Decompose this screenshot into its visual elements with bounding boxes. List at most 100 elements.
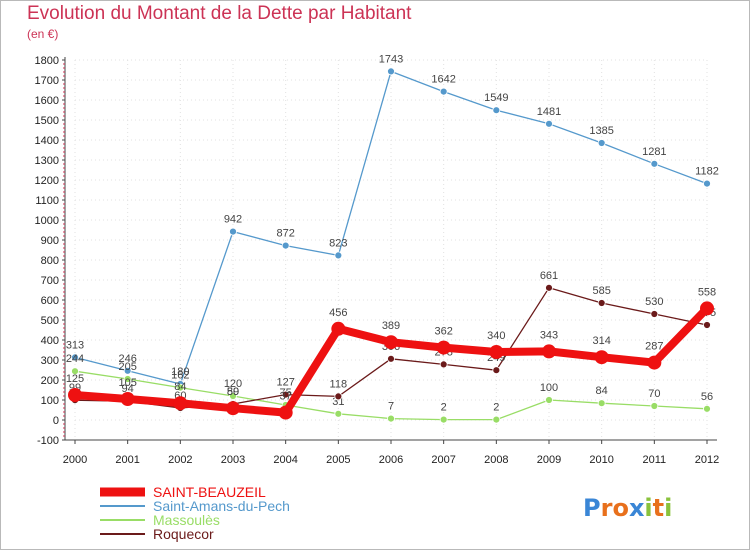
data-label-saint-amans-du-pech: 1743 [379,53,403,65]
y-tick-label: 1200 [35,175,59,187]
data-label-roquecor: 118 [330,378,348,390]
y-tick-label: 0 [53,415,59,427]
data-label-saint-amans-du-pech: 1549 [484,92,508,104]
y-tick-label: 1300 [35,155,59,167]
y-tick-label: 1100 [35,195,59,207]
data-label-massoules: 120 [224,378,242,390]
x-tick-label: 2011 [643,454,667,466]
y-tick-label: 600 [41,295,59,307]
data-label-massoules: 244 [66,353,84,365]
data-label-saint-beauzeil: 340 [487,330,505,342]
y-tick-label: 300 [41,355,59,367]
legend-label-saint-beauzeil: SAINT-BEAUZEIL [153,484,266,500]
data-label-saint-beauzeil: 287 [645,341,663,353]
data-point-saint-beauzeil [489,345,504,359]
legend-label-saint-amans-du-pech: Saint-Amans-du-Pech [153,498,290,514]
data-point-roquecor [703,321,711,329]
x-tick-label: 2008 [484,454,508,466]
data-point-saint-beauzeil [173,396,188,411]
data-point-massoules [71,367,79,376]
x-tick-label: 2005 [326,454,350,466]
data-label-roquecor: 94 [122,383,134,395]
data-label-roquecor: 80 [227,386,239,398]
data-point-saint-beauzeil [68,388,82,402]
data-point-saint-beauzeil [700,301,714,316]
data-point-massoules [334,409,343,418]
data-point-massoules [176,383,185,392]
data-point-saint-amans-du-pech [71,353,79,362]
data-point-saint-beauzeil [436,340,451,355]
logo-letter: P [583,494,601,522]
y-tick-label: 1800 [35,55,59,67]
data-label-saint-amans-du-pech: 180 [171,366,189,378]
x-tick-label: 2000 [63,454,87,466]
data-label-massoules: 7 [388,401,394,413]
chart-title: Evolution du Montant de la Dette par Hab… [27,3,412,24]
data-label-saint-amans-du-pech: 872 [276,228,294,240]
data-label-roquecor: 585 [592,285,610,297]
x-tick-label: 2004 [273,454,297,466]
y-tick-label: 400 [41,335,59,347]
data-label-saint-beauzeil: 37 [280,391,292,403]
data-point-roquecor [334,392,343,401]
data-point-roquecor [597,299,606,307]
data-label-saint-beauzeil: 105 [118,377,136,389]
data-point-roquecor [281,390,290,399]
chart-subtitle: (en €) [27,27,59,41]
data-point-massoules [492,415,501,424]
x-tick-label: 2007 [431,454,455,466]
y-tick-label: 500 [41,315,59,327]
logo-letter: r [601,494,613,522]
x-tick-label: 2002 [168,454,192,466]
x-tick-label: 2001 [115,454,139,466]
y-tick-label: 200 [41,375,59,387]
y-tick-label: 100 [41,395,59,407]
data-label-saint-amans-du-pech: 942 [224,214,242,226]
x-tick-label: 2003 [221,454,245,466]
data-label-massoules: 84 [596,385,608,397]
data-label-saint-beauzeil: 389 [382,320,400,332]
y-tick-label: 1500 [35,115,59,127]
logo-letter: o [612,494,629,522]
data-point-roquecor [439,360,448,369]
data-point-saint-amans-du-pech [545,119,553,128]
data-label-massoules: 100 [540,382,558,394]
x-tick-label: 2006 [379,454,403,466]
y-tick-label: 800 [41,255,59,267]
data-point-saint-amans-du-pech [650,159,659,168]
data-point-saint-amans-du-pech [123,366,132,375]
data-point-saint-beauzeil [120,392,135,406]
data-label-saint-beauzeil: 314 [592,335,610,347]
data-label-roquecor: 530 [645,296,663,308]
data-point-massoules [123,375,132,383]
data-label-saint-beauzeil: 125 [66,373,84,385]
data-label-saint-amans-du-pech: 823 [329,237,347,249]
data-point-saint-beauzeil [278,405,293,420]
data-point-saint-amans-du-pech [334,251,343,260]
data-point-massoules [597,399,606,408]
data-label-saint-beauzeil: 362 [434,326,452,338]
data-label-roquecor: 661 [540,270,558,282]
y-tick-label: 700 [41,275,59,287]
data-label-saint-amans-du-pech: 313 [66,339,84,351]
y-tick-label: 1400 [35,135,59,147]
data-label-massoules: 162 [171,370,189,382]
data-point-saint-amans-du-pech [597,139,606,147]
data-point-roquecor [545,283,553,292]
data-point-saint-amans-du-pech [703,179,711,188]
x-tick-label: 2012 [695,454,719,466]
x-tick-label: 2010 [589,454,613,466]
y-tick-label: 1700 [35,75,59,87]
data-label-saint-amans-du-pech: 1385 [589,125,613,137]
x-tick-label: 2009 [537,454,561,466]
data-point-roquecor [492,366,501,375]
data-point-massoules [229,392,237,400]
data-point-massoules [387,414,395,423]
data-point-saint-beauzeil [594,350,609,365]
data-point-saint-amans-du-pech [281,241,290,250]
data-point-saint-beauzeil [384,335,398,350]
data-label-saint-beauzeil: 84 [174,381,186,393]
data-point-massoules [650,402,659,410]
